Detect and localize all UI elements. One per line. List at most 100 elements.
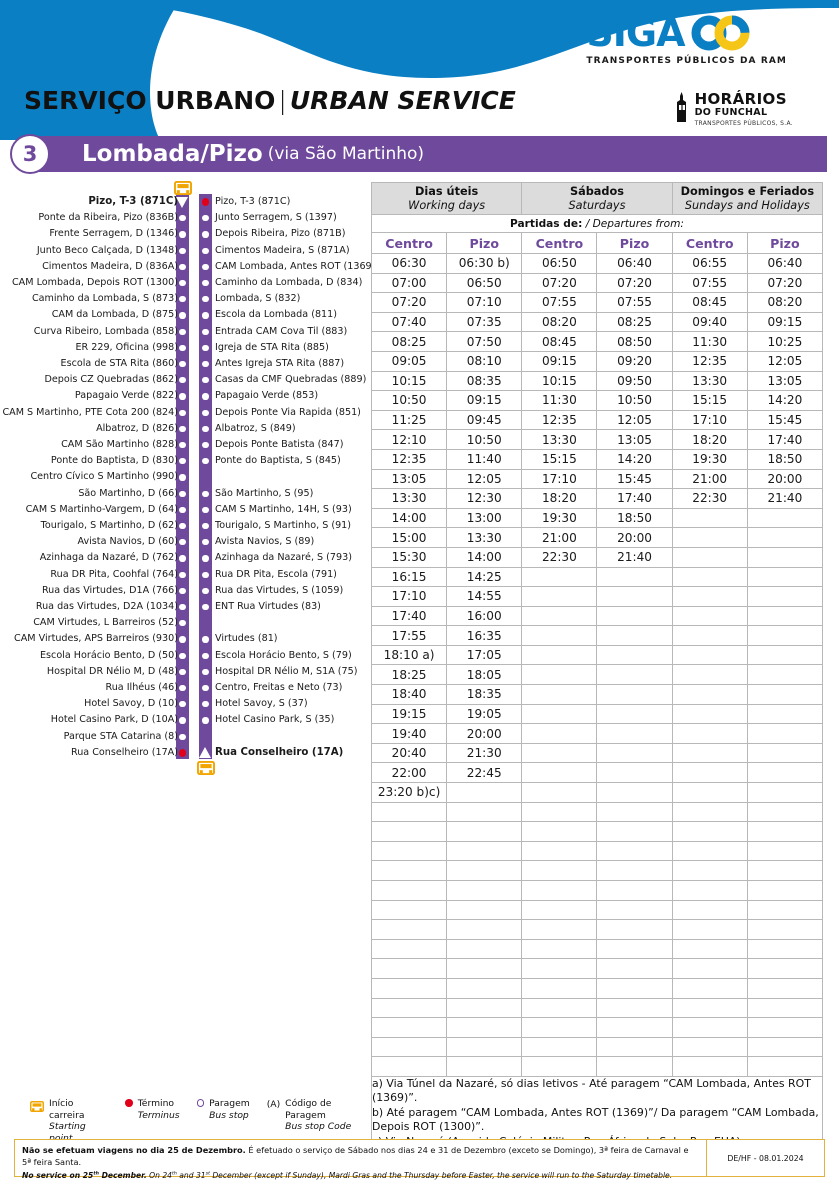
departure-time: 17:40 bbox=[370, 605, 448, 627]
empty-cell bbox=[746, 997, 824, 1019]
legend-busstop-en: Bus stop bbox=[209, 1109, 249, 1121]
stop-label-inbound: Virtudes (81) bbox=[215, 633, 278, 645]
empty-cell bbox=[446, 860, 523, 881]
daygroup-sundays-en: Sundays and Holidays bbox=[684, 198, 810, 212]
legend-item-terminus: Término Terminus bbox=[125, 1098, 180, 1121]
notice-pt-rest: É efetuado o serviço de Sábado nos dias … bbox=[22, 1145, 689, 1167]
stop-marker-outbound bbox=[179, 474, 186, 481]
departure-time: 17:40 bbox=[596, 488, 673, 509]
hf-line2: DO FUNCHAL bbox=[694, 107, 768, 118]
departure-time: 21:00 bbox=[521, 527, 598, 548]
empty-cell bbox=[746, 507, 824, 529]
timetable-row: 11:25 09:45 12:35 12:05 17:10 15:45 bbox=[370, 409, 824, 431]
route-stops-diagram: Pizo, T-3 (871C) Pizo, T-3 (871C) Ponte da… bbox=[0, 180, 375, 775]
stop-label-inbound: Albatroz, S (849) bbox=[215, 422, 296, 434]
stop-row: CAM S Martinho-Vargem, D (64) CAM S Marti… bbox=[0, 502, 370, 518]
terminus-marker-outbound bbox=[178, 749, 187, 757]
departure-time: 13:05 bbox=[746, 370, 824, 392]
notice-en-resta: On 24 bbox=[146, 1170, 173, 1180]
stop-marker-inbound bbox=[202, 393, 209, 400]
departure-time: 16:15 bbox=[370, 566, 448, 588]
stop-label-inbound: Rua das Virtudes, S (1059) bbox=[215, 584, 344, 596]
timetable-direction-row: Centro Pizo Centro Pizo Centro Pizo bbox=[370, 232, 824, 254]
empty-cell bbox=[370, 958, 448, 979]
stop-row: Centro Cívico S Martinho (990) bbox=[0, 469, 370, 485]
stop-label-outbound: Pizo, T-3 (871C) bbox=[88, 196, 178, 207]
service-title: SERVIÇO URBANO | URBAN SERVICE bbox=[24, 88, 516, 113]
empty-cell bbox=[446, 958, 523, 979]
departure-time: 23:20 b)c) bbox=[370, 782, 448, 803]
stop-marker-inbound bbox=[202, 279, 209, 287]
direction-header-5: Pizo bbox=[746, 232, 824, 254]
stop-label-inbound: Caminho da Lombada, D (834) bbox=[215, 277, 363, 288]
departure-time: 08:10 bbox=[446, 350, 523, 372]
empty-cell bbox=[746, 880, 824, 901]
empty-cell bbox=[596, 723, 673, 744]
departure-time: 09:15 bbox=[446, 390, 523, 411]
siga-tagline: TRANSPORTES PÚBLICOS DA RAM bbox=[586, 56, 787, 66]
stop-label-outbound: CAM Virtudes, L Barreiros (52) bbox=[33, 617, 178, 629]
stop-row: Escola de STA Rita (860) Antes Igreja STA… bbox=[0, 356, 370, 372]
notice-pt: Não se efetuam viagens no dia 25 de Deze… bbox=[22, 1145, 699, 1169]
stop-row: Junto Beco Calçada, D (1348) Cimentos Mad… bbox=[0, 243, 370, 259]
empty-cell bbox=[446, 938, 523, 960]
direction-header-2: Centro bbox=[521, 232, 598, 254]
map-legend: Início carreira Starting point Término T… bbox=[29, 1098, 370, 1144]
empty-cell bbox=[521, 723, 598, 744]
departure-time: 22:00 bbox=[370, 762, 448, 784]
empty-cell bbox=[671, 840, 748, 862]
stop-label-inbound: Rua Conselheiro (17A) bbox=[215, 746, 344, 758]
departure-time: 10:15 bbox=[370, 370, 448, 392]
departure-time: 06:30 b) bbox=[446, 253, 523, 274]
stop-row: Ponte do Baptista, D (830) Ponte do Bapti… bbox=[0, 453, 370, 469]
departure-time: 16:00 bbox=[446, 605, 523, 627]
stop-marker-inbound bbox=[202, 215, 209, 222]
empty-cell bbox=[370, 997, 448, 1019]
bus-icon bbox=[173, 180, 192, 196]
empty-cell bbox=[746, 625, 824, 646]
timetable-row: 17:55 16:35 bbox=[370, 625, 824, 646]
bus-icon bbox=[196, 760, 215, 775]
departure-time: 21:40 bbox=[746, 488, 824, 509]
empty-cell bbox=[746, 977, 824, 999]
empty-cell bbox=[746, 860, 824, 881]
stop-marker-outbound bbox=[179, 393, 186, 400]
departure-time: 18:40 bbox=[370, 684, 448, 705]
timetable-footnotes: a) Via Túnel da Nazaré, só dias letivos … bbox=[371, 1075, 823, 1150]
stop-label-outbound: Frente Serragem, D (1346) bbox=[49, 228, 178, 240]
stop-label-outbound: São Martinho, D (66) bbox=[78, 487, 178, 499]
start-marker-inbound bbox=[199, 747, 211, 759]
legend-label-code: Código de Paragem Bus stop Code bbox=[285, 1098, 370, 1133]
stop-marker-inbound bbox=[202, 425, 209, 433]
departure-time: 12:30 bbox=[446, 488, 523, 509]
empty-cell bbox=[671, 1056, 748, 1077]
empty-cell bbox=[596, 664, 673, 686]
empty-cell bbox=[596, 880, 673, 901]
departure-time: 07:55 bbox=[521, 292, 598, 313]
direction-header-3: Pizo bbox=[596, 232, 673, 254]
stop-marker-outbound bbox=[179, 425, 186, 433]
empty-cell bbox=[596, 625, 673, 646]
stop-row: Parque STA Catarina (8) bbox=[0, 729, 370, 745]
departure-time: 22:30 bbox=[671, 488, 748, 509]
empty-cell bbox=[446, 821, 523, 842]
stop-label-inbound: Tourigalo, S Martinho, S (91) bbox=[215, 520, 352, 531]
empty-cell bbox=[521, 742, 598, 764]
stop-marker-outbound bbox=[179, 636, 186, 643]
departure-time: 13:05 bbox=[370, 468, 448, 490]
empty-cell bbox=[671, 899, 748, 921]
empty-cell bbox=[370, 919, 448, 940]
stop-marker-inbound bbox=[202, 377, 209, 384]
timetable-row bbox=[370, 821, 824, 842]
stop-label-outbound: CAM Virtudes, APS Barreiros (930) bbox=[14, 633, 178, 645]
stop-label-outbound: Tourigalo, S Martinho, D (62) bbox=[40, 520, 178, 531]
legend-terminus-en: Terminus bbox=[137, 1109, 180, 1121]
stop-row: Curva Ribeiro, Lombada (858) Entrada CAM … bbox=[0, 324, 370, 340]
stop-marker-outbound bbox=[179, 571, 186, 578]
stop-marker-outbound bbox=[179, 328, 186, 335]
empty-cell bbox=[671, 860, 748, 881]
stop-marker-inbound bbox=[202, 717, 209, 724]
empty-cell bbox=[446, 1056, 523, 1077]
direction-header-0: Centro bbox=[370, 232, 448, 254]
stop-row: CAM da Lombada, D (875) Escola da Lombada… bbox=[0, 307, 370, 323]
